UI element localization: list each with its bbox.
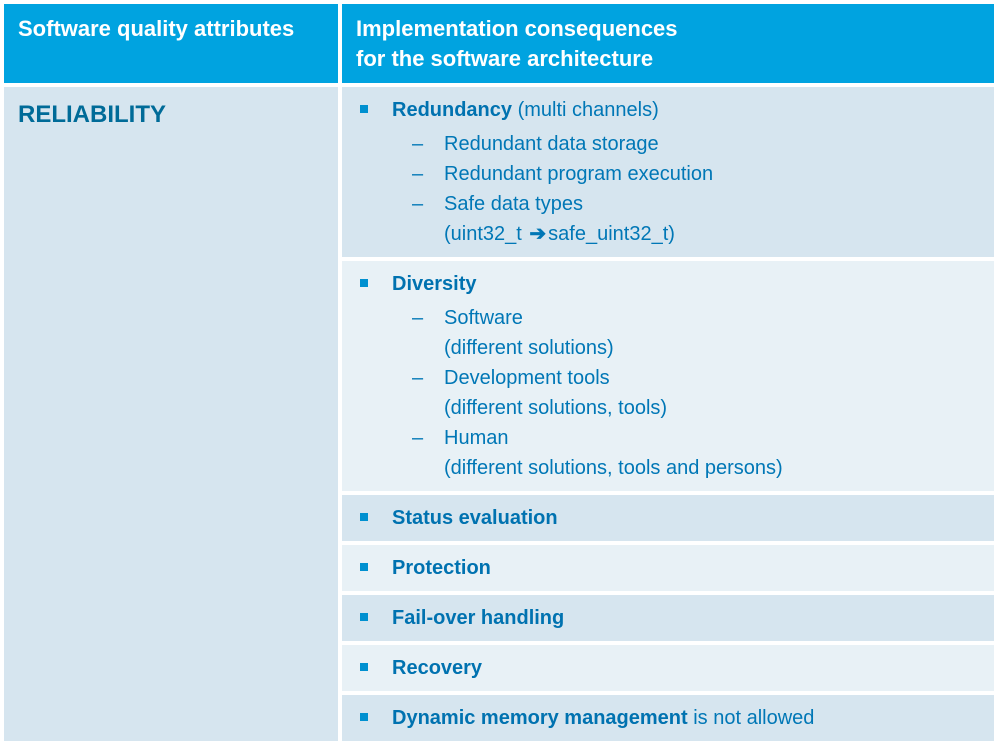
sub-text: Development tools (different solutions, t… (444, 363, 982, 423)
header-attributes: Software quality attributes (2, 2, 340, 85)
table-header-row: Software quality attributes Implementati… (2, 2, 996, 85)
dash-icon: – (412, 159, 426, 189)
impl-item: Redundancy (multi channels) –Redundant d… (340, 85, 996, 259)
sub-text-line1: Human (444, 427, 508, 449)
sub-text-line2: (different solutions, tools and persons) (444, 457, 783, 479)
sub-item: –Safe data types (uint32_t ➔safe_uint32_t… (412, 189, 982, 249)
sub-text-line2: (different solutions) (444, 337, 614, 359)
item-title: Diversity (392, 273, 477, 295)
sub-text-line2: (different solutions, tools) (444, 397, 667, 419)
square-bullet-icon (360, 279, 368, 287)
item-title: Status evaluation (392, 507, 558, 529)
item-suffix: (multi channels) (512, 99, 659, 121)
impl-item: Recovery (340, 643, 996, 693)
bullet-content: Dynamic memory management is not allowed (392, 703, 982, 733)
square-bullet-icon (360, 613, 368, 621)
impl-item: Diversity –Software(different solutions)… (340, 259, 996, 493)
bullet-content: Fail-over handling (392, 603, 982, 633)
sub-text: Software (different solutions) (444, 303, 982, 363)
bullet-row: Dynamic memory management is not allowed (358, 703, 982, 733)
sub-item: –Redundant data storage (412, 129, 982, 159)
item-title: Fail-over handling (392, 607, 564, 629)
sub-text-line2-post: safe_uint32_t) (548, 223, 675, 245)
sub-text: Redundant program execution (444, 159, 982, 189)
impl-item: Fail-over handling (340, 593, 996, 643)
sub-list: –Software(different solutions) –Developm… (392, 303, 982, 483)
sub-text-line1: Software (444, 307, 523, 329)
bullet-row: Fail-over handling (358, 603, 982, 633)
arrow-icon: ➔ (529, 219, 546, 249)
sub-item: –Development tools (different solutions, … (412, 363, 982, 423)
dash-icon: – (412, 423, 426, 453)
impl-item: Dynamic memory management is not allowed (340, 693, 996, 743)
bullet-row: Protection (358, 553, 982, 583)
header-impl-line2: for the software architecture (356, 46, 653, 71)
sub-text-line1: Safe data types (444, 193, 583, 215)
sub-item: –Redundant program execution (412, 159, 982, 189)
bullet-content: Redundancy (multi channels) –Redundant d… (392, 95, 982, 249)
sub-item: –Human (different solutions, tools and pe… (412, 423, 982, 483)
bullet-content: Recovery (392, 653, 982, 683)
sub-text: Human (different solutions, tools and per… (444, 423, 982, 483)
sub-list: –Redundant data storage –Redundant progr… (392, 129, 982, 249)
impl-item: Status evaluation (340, 493, 996, 543)
dash-icon: – (412, 129, 426, 159)
quality-attributes-table: Software quality attributes Implementati… (0, 0, 998, 745)
bullet-content: Status evaluation (392, 503, 982, 533)
item-title: Recovery (392, 657, 482, 679)
square-bullet-icon (360, 563, 368, 571)
sub-text-line1: Development tools (444, 367, 610, 389)
dash-icon: – (412, 303, 426, 333)
bullet-row: Recovery (358, 653, 982, 683)
implementation-column: Redundancy (multi channels) –Redundant d… (340, 85, 996, 743)
bullet-row: Redundancy (multi channels) –Redundant d… (358, 95, 982, 249)
sub-text: Redundant data storage (444, 129, 982, 159)
square-bullet-icon (360, 663, 368, 671)
bullet-row: Status evaluation (358, 503, 982, 533)
dash-icon: – (412, 363, 426, 393)
bullet-content: Diversity –Software(different solutions)… (392, 269, 982, 483)
header-impl-line1: Implementation consequences (356, 16, 678, 41)
sub-text-line2-pre: (uint32_t (444, 223, 527, 245)
item-suffix: is not allowed (688, 707, 815, 729)
item-title: Dynamic memory management (392, 707, 688, 729)
item-title: Protection (392, 557, 491, 579)
item-title: Redundancy (392, 99, 512, 121)
sub-item: –Software (different solutions) (412, 303, 982, 363)
square-bullet-icon (360, 105, 368, 113)
sub-text: Safe data types (uint32_t ➔safe_uint32_t) (444, 189, 982, 249)
table-body-row: RELIABILITY Redundancy (multi channels) … (2, 85, 996, 743)
dash-icon: – (412, 189, 426, 219)
square-bullet-icon (360, 713, 368, 721)
bullet-row: Diversity –Software(different solutions)… (358, 269, 982, 483)
square-bullet-icon (360, 513, 368, 521)
header-implementation: Implementation consequences for the soft… (340, 2, 996, 85)
bullet-content: Protection (392, 553, 982, 583)
attribute-cell: RELIABILITY (2, 85, 340, 743)
impl-item: Protection (340, 543, 996, 593)
